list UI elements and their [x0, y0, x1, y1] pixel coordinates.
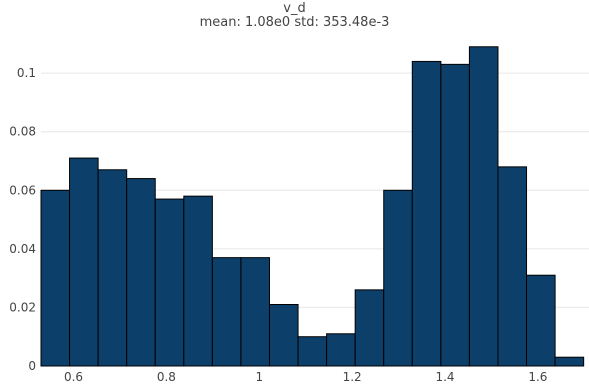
histogram-bar: [211, 257, 242, 367]
histogram-bar: [383, 189, 413, 367]
histogram-bar: [154, 198, 185, 367]
y-tick-label: 0.1: [17, 66, 36, 80]
histogram-bar: [468, 46, 499, 367]
x-tick-label: 0.8: [157, 370, 176, 384]
x-tick-label: 0.6: [64, 370, 83, 384]
chart-title: v_d: [283, 1, 306, 16]
histogram-bar: [326, 333, 356, 367]
y-tick-label: 0.08: [9, 125, 36, 139]
x-tick-label: 1.6: [528, 370, 547, 384]
y-tick-label: 0.04: [9, 242, 36, 256]
histogram-bar: [69, 157, 99, 367]
y-tick-label: 0: [28, 359, 36, 373]
y-axis-ticks: 0 0.02 0.04 0.06 0.08 0.1: [9, 66, 36, 373]
histogram-bar: [268, 304, 299, 367]
histogram-bar: [411, 60, 442, 367]
x-tick-label: 1.4: [435, 370, 454, 384]
histogram-bar: [183, 195, 213, 367]
x-tick-label: 1: [255, 370, 263, 384]
chart-subtitle: mean: 1.08e0 std: 353.48e-3: [199, 15, 390, 30]
histogram-bar: [297, 336, 328, 367]
histogram-bar: [240, 257, 270, 367]
histogram-bar: [526, 274, 556, 367]
y-tick-label: 0.06: [9, 183, 36, 197]
y-tick-label: 0.02: [9, 300, 36, 314]
histogram-bar: [40, 189, 71, 367]
histogram-bar: [97, 169, 128, 367]
histogram-bar: [440, 63, 470, 367]
histogram-bar: [497, 166, 528, 367]
histogram-bars: [40, 46, 585, 367]
histogram-bar: [354, 289, 385, 367]
histogram-bar: [554, 356, 585, 367]
histogram-bar: [126, 178, 156, 367]
x-tick-label: 1.2: [343, 370, 362, 384]
x-axis-ticks: 0.6 0.8 1 1.2 1.4 1.6: [64, 370, 548, 384]
